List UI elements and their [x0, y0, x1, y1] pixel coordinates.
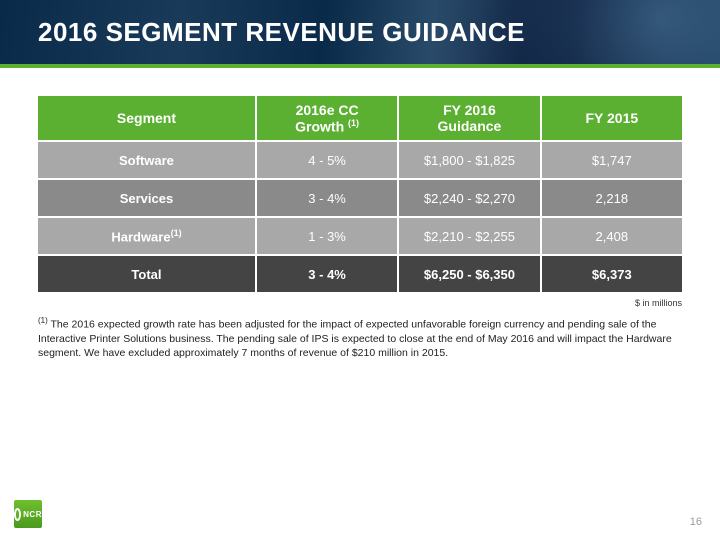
footnote-sup: (1): [38, 316, 48, 325]
content-area: Segment 2016e CC Growth (1) FY 2016 Guid…: [0, 68, 720, 360]
cell-fy2015: 2,408: [542, 218, 682, 254]
table-header-row: Segment 2016e CC Growth (1) FY 2016 Guid…: [38, 96, 682, 140]
table-row: Software 4 - 5% $1,800 - $1,825 $1,747: [38, 142, 682, 178]
cell-guidance: $2,210 - $2,255: [399, 218, 539, 254]
page-number: 16: [690, 516, 702, 528]
table-body: Software 4 - 5% $1,800 - $1,825 $1,747 S…: [38, 142, 682, 292]
cell-fy2015: $6,373: [542, 256, 682, 292]
col-header-fy2015: FY 2015: [542, 96, 682, 140]
cell-segment: Hardware(1): [38, 218, 255, 254]
cell-growth: 4 - 5%: [257, 142, 397, 178]
cell-guidance: $2,240 - $2,270: [399, 180, 539, 216]
cell-fy2015: $1,747: [542, 142, 682, 178]
col-header-guidance: FY 2016 Guidance: [399, 96, 539, 140]
cell-guidance: $6,250 - $6,350: [399, 256, 539, 292]
cell-guidance: $1,800 - $1,825: [399, 142, 539, 178]
footnote: (1) The 2016 expected growth rate has be…: [36, 316, 684, 360]
col-header-segment: Segment: [38, 96, 255, 140]
cell-segment: Software: [38, 142, 255, 178]
table-row-total: Total 3 - 4% $6,250 - $6,350 $6,373: [38, 256, 682, 292]
table-row: Services 3 - 4% $2,240 - $2,270 2,218: [38, 180, 682, 216]
slide: 2016 SEGMENT REVENUE GUIDANCE Segment 20…: [0, 0, 720, 540]
cell-growth: 3 - 4%: [257, 180, 397, 216]
cell-fy2015: 2,218: [542, 180, 682, 216]
page-title: 2016 SEGMENT REVENUE GUIDANCE: [38, 17, 525, 48]
footnote-text: The 2016 expected growth rate has been a…: [38, 319, 672, 359]
cell-growth: 3 - 4%: [257, 256, 397, 292]
cell-segment: Total: [38, 256, 255, 292]
cell-segment: Services: [38, 180, 255, 216]
units-label: $ in millions: [36, 298, 684, 308]
revenue-table: Segment 2016e CC Growth (1) FY 2016 Guid…: [36, 94, 684, 294]
table-row: Hardware(1) 1 - 3% $2,210 - $2,255 2,408: [38, 218, 682, 254]
col-header-growth: 2016e CC Growth (1): [257, 96, 397, 140]
title-banner: 2016 SEGMENT REVENUE GUIDANCE: [0, 0, 720, 68]
ncr-logo: NCR: [14, 500, 42, 528]
cell-growth: 1 - 3%: [257, 218, 397, 254]
